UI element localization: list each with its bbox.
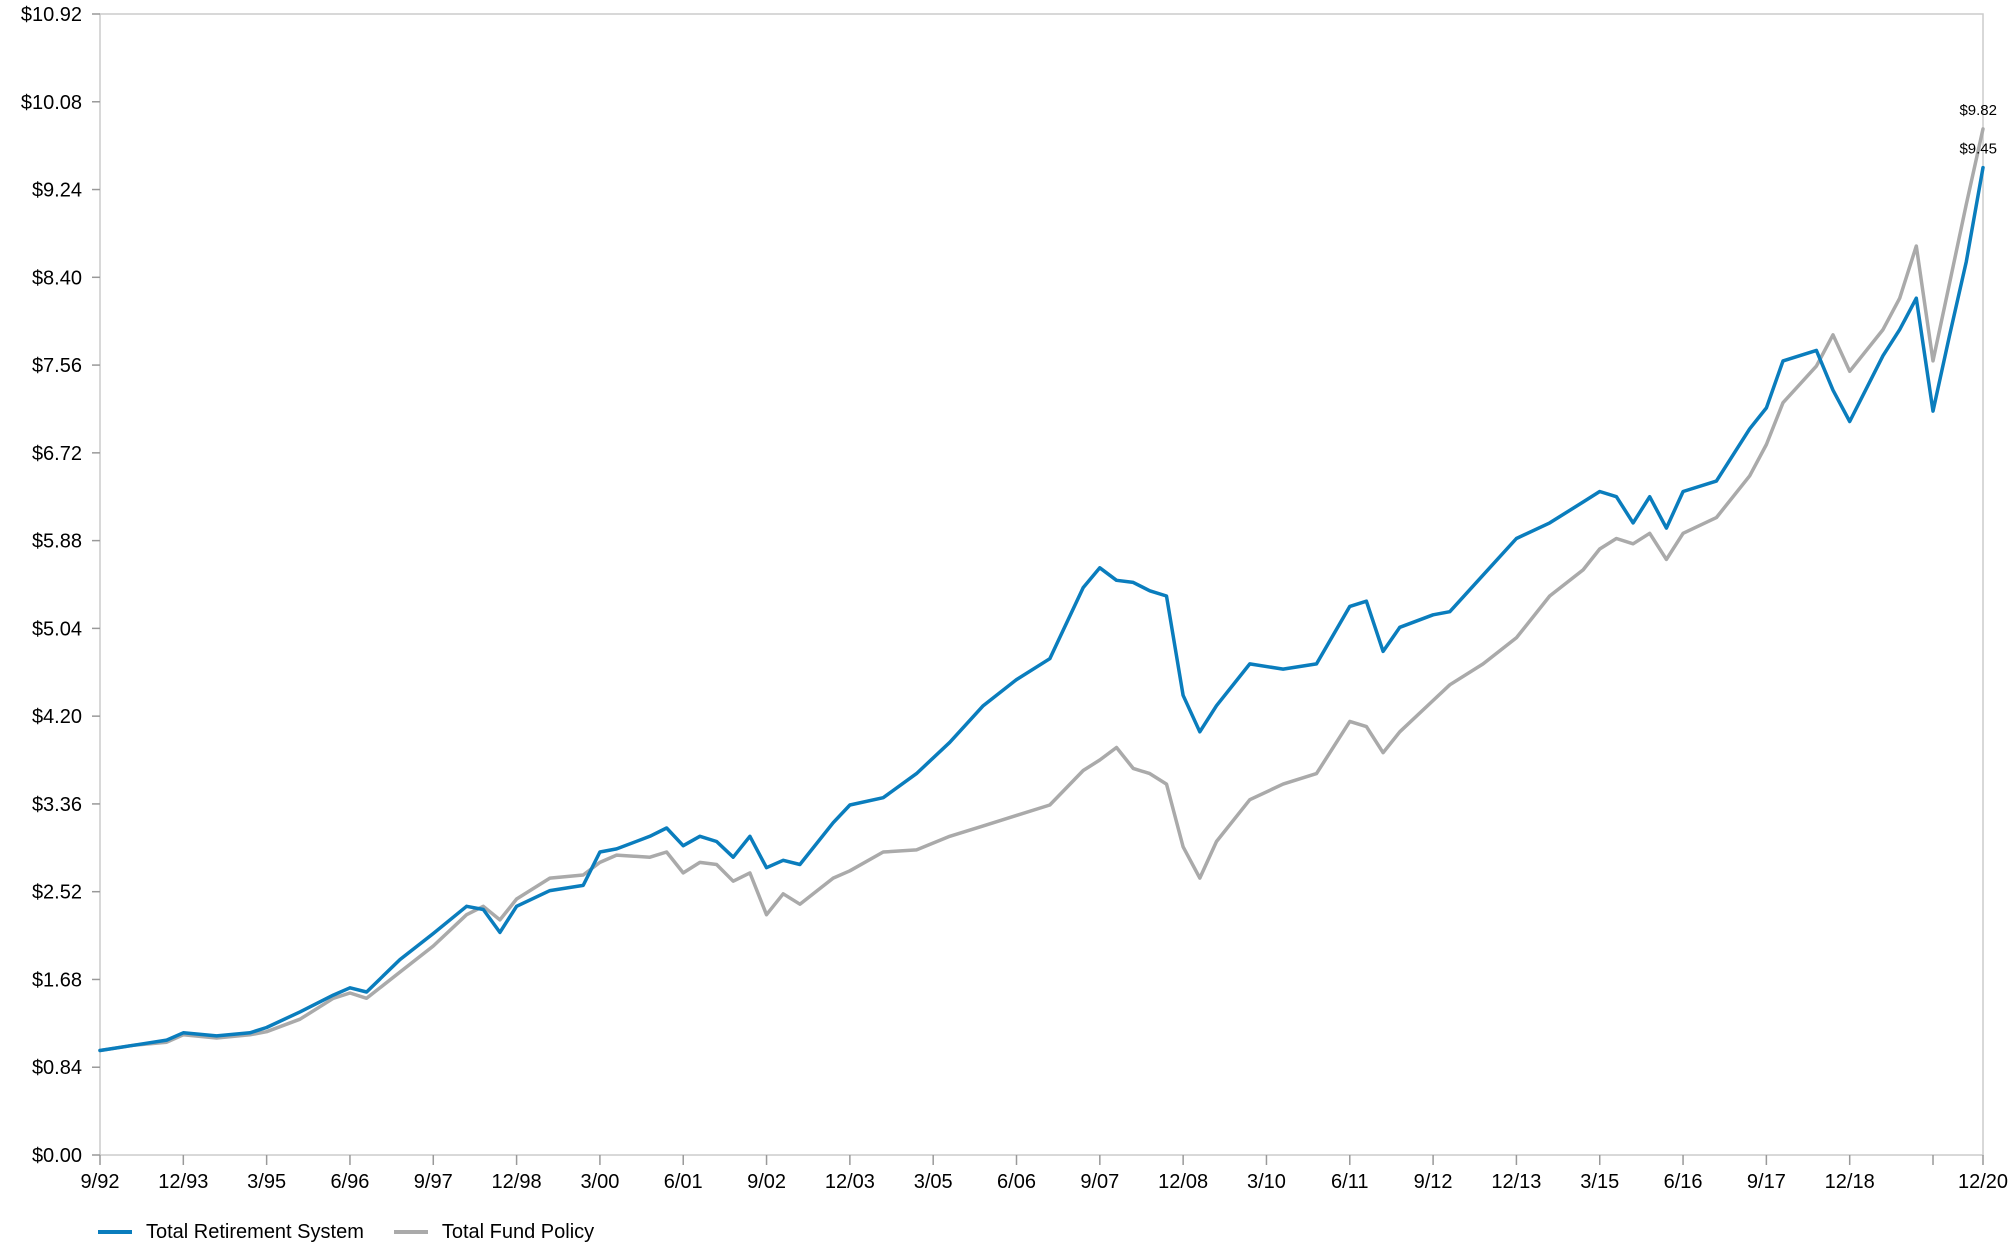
plot-frame — [99, 13, 1984, 1156]
x-tick-label: 6/16 — [1664, 1171, 1703, 1193]
legend-swatch-total-fund-policy — [393, 1230, 428, 1234]
y-tick-label: $10.08 — [21, 92, 82, 114]
x-axis: 9/92 12/93 3/95 6/96 9/97 12/98 3/00 6/01 9/02 12… — [81, 1155, 2008, 1193]
y-tick-label: $7.56 — [32, 355, 82, 377]
y-tick-label: $3.36 — [32, 794, 82, 816]
y-tick-label: $5.88 — [32, 531, 82, 553]
y-tick-label: $8.40 — [32, 267, 82, 289]
y-tick-label: $6.72 — [32, 443, 82, 465]
x-tick-label: 6/96 — [330, 1171, 369, 1193]
end-labels: $9.82 $9.45 — [1959, 102, 1997, 158]
x-tick-label: 9/17 — [1747, 1171, 1786, 1193]
x-tick-label: 12/93 — [158, 1171, 208, 1193]
x-tick-label: 9/92 — [81, 1171, 120, 1193]
x-tick-label: 3/00 — [580, 1171, 619, 1193]
x-tick-label: 12/08 — [1158, 1171, 1208, 1193]
x-tick-label: 3/15 — [1580, 1171, 1619, 1193]
y-tick-label: $0.00 — [32, 1145, 82, 1167]
series-line-total-retirement-system — [98, 165, 1985, 1053]
legend: Total Retirement System Total Fund Polic… — [98, 1220, 624, 1244]
x-tick-label: 12/18 — [1825, 1171, 1875, 1193]
y-tick-label: $5.04 — [32, 618, 82, 640]
end-value-label: $9.45 — [1959, 141, 1997, 158]
x-tick-label: 12/13 — [1491, 1171, 1541, 1193]
series-line-total-fund-policy — [98, 127, 1985, 1053]
y-tick-label: $4.20 — [32, 706, 82, 728]
x-tick-label: 12/20 — [1958, 1171, 2008, 1193]
x-tick-label: 3/95 — [247, 1171, 286, 1193]
y-tick-label: $2.52 — [32, 882, 82, 904]
end-value-label: $9.82 — [1959, 102, 1997, 119]
x-tick-label: 9/12 — [1414, 1171, 1453, 1193]
y-axis: $0.00 $0.84 $1.68 $2.52 $3.36 $4.20 $5.04 $5.88… — [21, 4, 100, 1167]
x-tick-label: 6/06 — [997, 1171, 1036, 1193]
legend-swatch-total-retirement-system — [98, 1230, 132, 1234]
x-tick-label: 3/10 — [1247, 1171, 1286, 1193]
x-tick-label: 9/07 — [1080, 1171, 1119, 1193]
legend-item-total-retirement-system: Total Retirement System — [98, 1221, 364, 1244]
legend-label-total-fund-policy: Total Fund Policy — [441, 1220, 595, 1243]
x-tick-label: 9/97 — [414, 1171, 453, 1193]
y-tick-label: $9.24 — [32, 180, 82, 202]
series-layer — [98, 127, 1985, 1053]
x-tick-label: 12/98 — [492, 1171, 542, 1193]
x-tick-label: 12/03 — [825, 1171, 875, 1193]
y-tick-label: $0.84 — [32, 1057, 82, 1079]
x-tick-label: 3/05 — [914, 1171, 953, 1193]
y-tick-label: $10.92 — [21, 4, 82, 26]
x-tick-label: 6/11 — [1331, 1171, 1368, 1193]
legend-label-total-retirement-system: Total Retirement System — [146, 1220, 364, 1243]
legend-item-total-fund-policy: Total Fund Policy — [393, 1220, 595, 1244]
y-tick-label: $1.68 — [32, 969, 82, 991]
x-tick-label: 9/02 — [747, 1171, 786, 1193]
x-tick-label: 6/01 — [664, 1171, 703, 1193]
